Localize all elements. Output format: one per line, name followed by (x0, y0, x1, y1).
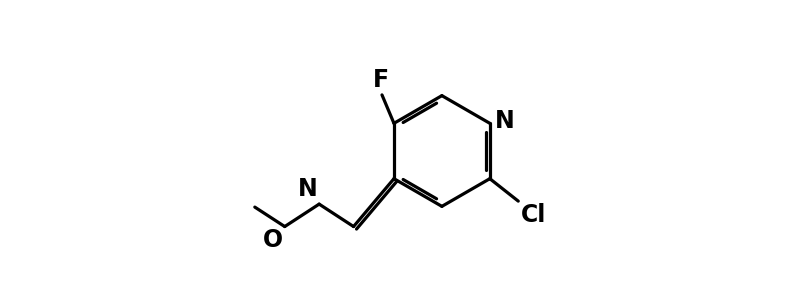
Text: N: N (495, 109, 515, 133)
Text: F: F (373, 68, 389, 92)
Text: Cl: Cl (521, 203, 546, 226)
Text: O: O (263, 228, 283, 252)
Text: N: N (298, 177, 318, 201)
